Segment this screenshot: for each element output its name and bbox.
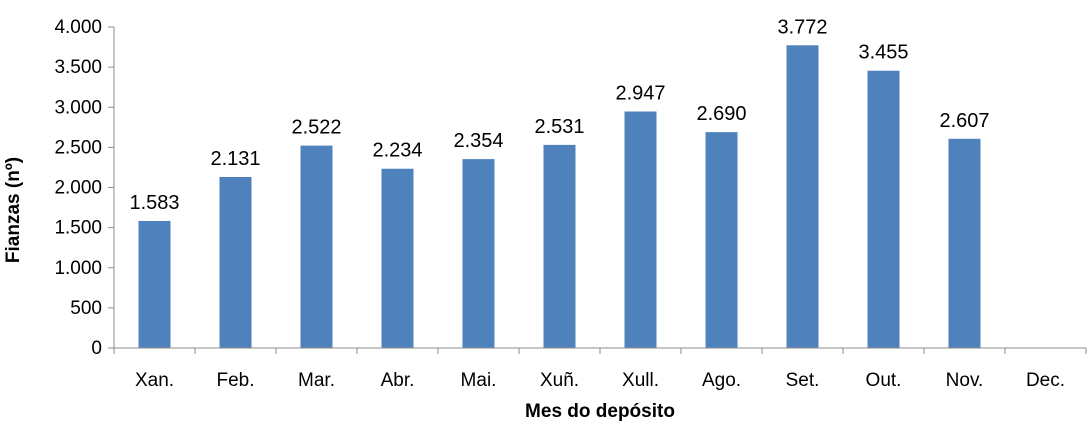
y-tick-label: 2.000 [54,178,102,199]
x-tick-label: Ago. [702,370,741,391]
bar-6 [543,144,576,348]
bar-1 [138,220,171,348]
data-label: 2.234 [372,140,422,162]
y-tick-label: 1.000 [54,258,102,279]
bar-2 [219,176,252,348]
x-tick-label: Out. [866,370,902,391]
x-tick-label: Mar. [298,370,335,391]
y-tick-label: 4.000 [54,17,102,38]
y-tick-label: 3.000 [54,97,102,118]
labels-layer: 0 500 1.000 1.500 2.000 2.500 3.000 3.500 4.000 1… [54,16,1065,391]
x-tick-label: Xuñ. [540,370,579,391]
data-label: 2.947 [615,83,665,105]
data-label: 2.522 [291,117,341,139]
y-tick-label: 2.500 [54,137,102,158]
bar-5 [462,159,495,348]
bars-layer [138,45,981,349]
x-tick-label: Xan. [135,370,174,391]
bar-7 [624,111,657,348]
bar-10 [867,70,900,348]
data-label: 3.772 [777,16,827,38]
x-tick-label: Feb. [216,370,254,391]
y-tick-label: 3.500 [54,57,102,78]
data-label: 2.607 [939,110,989,132]
x-tick-label: Xull. [622,370,659,391]
x-tick-label: Set. [786,370,820,391]
bar-4 [381,168,414,348]
x-axis-title: Mes do depósito [525,401,675,422]
axes-layer [108,26,1087,354]
x-tick-label: Mai. [461,370,497,391]
x-tick-label: Dec. [1026,370,1065,391]
data-label: 2.531 [534,116,584,138]
x-tick-label: Abr. [381,370,415,391]
y-tick-label: 500 [70,298,102,319]
bar-3 [300,145,333,348]
data-label: 2.354 [453,130,503,152]
data-label: 2.690 [696,103,746,125]
data-label: 2.131 [210,148,260,170]
x-tick-label: Nov. [946,370,984,391]
y-tick-label: 0 [91,338,102,359]
bar-8 [705,132,738,348]
data-label: 1.583 [129,192,179,214]
bar-9 [786,45,819,349]
data-label: 3.455 [858,42,908,64]
y-tick-label: 1.500 [54,218,102,239]
y-axis-title: Fianzas (nº) [3,157,24,263]
bar-11 [948,138,981,348]
